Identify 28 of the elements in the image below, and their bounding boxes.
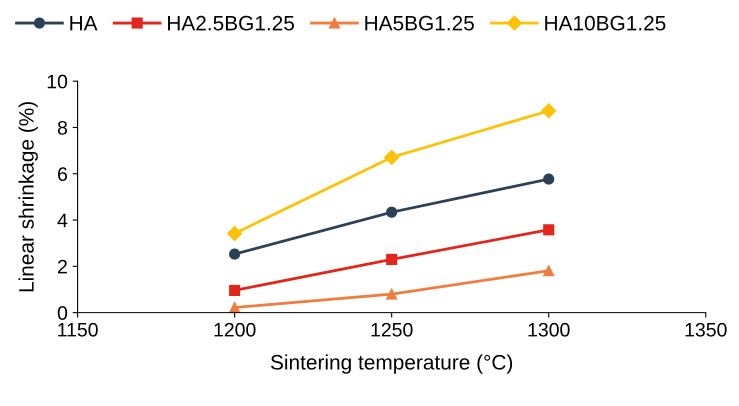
y-tick-label: 10: [48, 74, 68, 88]
y-tick-label: 0: [58, 306, 68, 320]
legend-label: HA: [70, 16, 98, 30]
x-axis-title: Sintering temperature (°C): [270, 354, 512, 374]
point: [541, 103, 556, 118]
point: [384, 150, 400, 165]
legend-label: HA2.5BG1.25: [168, 16, 294, 31]
point: [543, 224, 554, 236]
point: [386, 288, 398, 300]
y-tick-label: 2: [58, 260, 67, 274]
point: [229, 248, 240, 260]
x-tick-label: 1150: [58, 322, 98, 337]
y-tick-label: 8: [58, 120, 68, 135]
legend-label: HA5BG1.25: [365, 16, 474, 31]
point: [386, 254, 398, 265]
y-tick-label: 4: [58, 214, 68, 228]
legend-label: HA10BG1.25: [545, 16, 666, 31]
point: [543, 174, 554, 185]
point: [386, 206, 398, 218]
x-tick-label: 1200: [214, 322, 256, 337]
x-tick-label: 1300: [528, 322, 570, 337]
y-axis-title: Linear shrinkage (%): [18, 102, 38, 292]
y-tick-label: 6: [58, 167, 68, 182]
point: [543, 265, 554, 276]
point: [229, 284, 240, 296]
x-tick-label: 1350: [686, 322, 727, 337]
x-tick-label: 1250: [372, 322, 413, 337]
point: [227, 226, 242, 242]
